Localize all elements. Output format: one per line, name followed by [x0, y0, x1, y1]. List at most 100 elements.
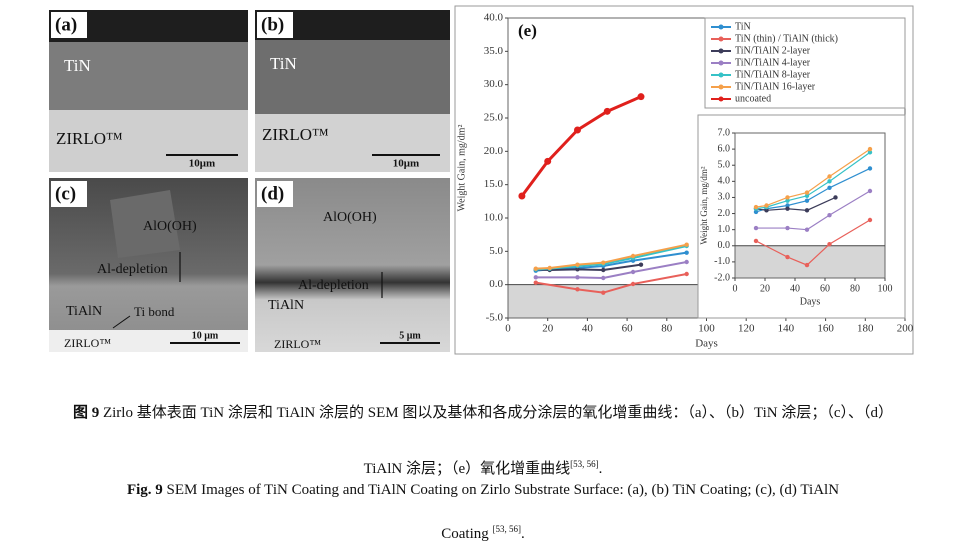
panel-label: (b): [261, 14, 284, 35]
y-tick-label: 35.0: [484, 45, 504, 57]
panel-label: (c): [55, 183, 76, 204]
y-tick-label: -5.0: [486, 312, 504, 324]
data-point: [753, 204, 759, 210]
sem-panel-d: (d) AlO(OH) Al-depletion TiAlN ZIRLO™ 5 …: [255, 178, 450, 352]
data-point: [603, 107, 611, 115]
data-point: [533, 280, 538, 285]
plot-area: [734, 132, 886, 279]
figure: (a) TiN ZIRLO™ 10μm (b) TiN ZIRLO™ 10μm …: [49, 5, 914, 355]
coating-label: TiAlN: [66, 304, 102, 319]
oxide-label: AlO(OH): [143, 219, 197, 234]
caption-en-2: Coating [53, 56].: [0, 524, 966, 543]
caption-text: SEM Images of TiN Coating and TiAlN Coat…: [162, 482, 840, 498]
data-point: [684, 259, 689, 265]
y-tick-label: 3.0: [718, 192, 731, 203]
data-point: [785, 198, 790, 203]
substrate-label: ZIRLO™: [56, 129, 123, 148]
substrate-label: ZIRLO™: [274, 337, 321, 351]
x-tick-label: 100: [698, 323, 715, 335]
data-point: [601, 275, 606, 281]
legend-label: TiN/TiAlN 8-layer: [735, 69, 811, 80]
y-tick-label: -1.0: [714, 256, 730, 267]
coating-label: TiAlN: [268, 298, 304, 313]
depletion-label: Al-depletion: [298, 278, 369, 293]
data-point: [518, 192, 526, 200]
data-point: [630, 253, 636, 259]
y-tick-label: -2.0: [714, 272, 730, 283]
data-point: [804, 198, 810, 203]
y-tick-label: 40.0: [484, 12, 504, 24]
legend-marker: [718, 24, 724, 30]
layer-label: TiN: [270, 54, 297, 73]
data-point: [867, 166, 873, 171]
oxide-label: AlO(OH): [323, 210, 377, 225]
x-tick-label: 180: [857, 323, 874, 335]
y-tick-label: 5.0: [489, 245, 503, 257]
data-point: [544, 157, 552, 165]
x-axis-title: Days: [695, 338, 718, 350]
layer-label: TiN: [64, 56, 91, 75]
x-tick-label: 0: [733, 283, 738, 294]
data-point: [753, 209, 759, 215]
panel-label: (e): [518, 21, 537, 40]
caption-refs: [53, 56]: [570, 459, 599, 469]
legend-label: TiN/TiAlN 4-layer: [735, 57, 811, 68]
x-tick-label: 160: [817, 323, 834, 335]
caption-end: .: [598, 461, 603, 477]
y-tick-label: 0.0: [718, 240, 731, 251]
bond-label: Ti bond: [134, 304, 175, 319]
series-line: [535, 243, 687, 270]
y-tick-label: 30.0: [484, 78, 504, 90]
data-point: [827, 241, 832, 247]
data-point: [684, 242, 689, 247]
data-point: [867, 150, 873, 155]
x-axis-title: Days: [800, 296, 821, 307]
x-tick-label: 120: [738, 323, 755, 335]
caption-text: Coating: [441, 526, 493, 542]
data-point: [601, 267, 606, 273]
x-tick-label: 20: [542, 323, 554, 335]
caption-refs: [53, 56]: [492, 524, 522, 534]
data-point: [804, 193, 810, 199]
caption-end: .: [521, 526, 525, 542]
data-point: [785, 206, 790, 211]
data-point: [575, 262, 580, 267]
scale-bar-label: 10μm: [189, 158, 215, 170]
scale-bar-label: 10 μm: [192, 330, 219, 341]
data-point: [601, 260, 606, 265]
caption-cn-2: TiAlN 涂层；（e）氧化增重曲线[53, 56].: [0, 457, 966, 478]
data-point: [833, 195, 838, 200]
data-point: [575, 267, 580, 272]
data-point: [804, 208, 810, 213]
legend-box: [704, 17, 906, 109]
caption-text: TiAlN 涂层；（e）氧化增重曲线: [363, 461, 571, 477]
depletion-label: Al-depletion: [97, 262, 168, 277]
data-point: [684, 271, 689, 277]
x-tick-label: 80: [661, 323, 673, 335]
caption-label: 图 9: [72, 405, 100, 421]
y-tick-label: 4.0: [718, 176, 731, 187]
y-tick-label: 7.0: [718, 127, 731, 138]
legend-marker: [718, 60, 724, 66]
data-point: [827, 174, 832, 179]
sem-panel-c: (c) AlO(OH) Al-depletion TiAlN Ti bond Z…: [49, 178, 248, 352]
y-axis-title: Weight Gain, mg/dm²: [699, 166, 709, 245]
legend-label: TiN/TiAlN 2-layer: [735, 45, 811, 56]
series-line: [520, 95, 642, 197]
y-tick-label: 6.0: [718, 143, 731, 154]
y-axis-title: Weight Gain, mg/dm²: [456, 125, 467, 212]
data-point: [638, 262, 644, 267]
caption-label: Fig. 9: [126, 482, 163, 498]
substrate-label: ZIRLO™: [64, 336, 111, 350]
y-tick-label: 5.0: [718, 160, 731, 171]
data-point: [573, 126, 581, 134]
legend-label: TiN (thin) / TiAlN (thick): [735, 33, 838, 44]
x-tick-label: 80: [850, 283, 860, 294]
data-point: [533, 275, 538, 280]
data-point: [575, 275, 580, 280]
legend-marker: [718, 48, 724, 54]
legend-marker: [718, 72, 724, 78]
data-point: [684, 250, 689, 255]
data-point: [867, 188, 873, 194]
y-tick-label: 25.0: [484, 112, 504, 124]
